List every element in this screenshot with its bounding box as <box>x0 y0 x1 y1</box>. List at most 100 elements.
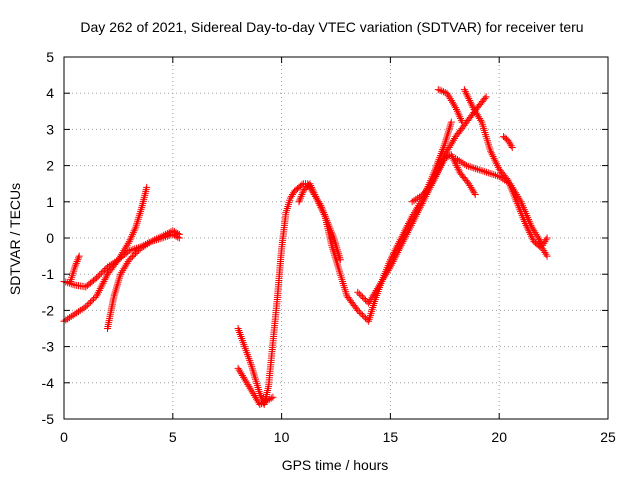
data-point-track-10 <box>455 111 463 119</box>
data-point-track-5 <box>257 391 265 399</box>
data-point-track-11 <box>543 252 551 260</box>
data-point-track-11 <box>466 98 474 106</box>
data-point-track-6 <box>235 366 243 374</box>
data-point-track-9 <box>465 180 473 188</box>
data-point-track-7 <box>307 182 315 190</box>
data-point-track-11 <box>473 111 481 119</box>
data-point-track-7 <box>317 203 325 211</box>
data-point-track-8 <box>406 223 414 231</box>
data-point-track-12 <box>453 156 461 164</box>
data-point-track-2 <box>129 230 137 238</box>
data-point-track-1 <box>129 245 137 253</box>
data-point-track-11 <box>488 151 496 159</box>
data-point-track-4 <box>143 240 151 248</box>
data-point-track-6 <box>248 388 256 396</box>
data-point-track-8 <box>391 254 399 262</box>
data-point-track-6 <box>267 394 275 402</box>
chart-title: Day 262 of 2021, Sidereal Day-to-day VTE… <box>80 19 583 35</box>
data-point-track-12 <box>468 163 476 171</box>
data-point-track-12 <box>531 229 539 237</box>
data-point-track-12 <box>541 238 549 246</box>
data-point-track-4 <box>119 267 127 275</box>
data-point-track-8 <box>408 220 416 228</box>
data-point-track-8 <box>381 272 389 280</box>
data-point-track-11 <box>486 147 494 155</box>
data-point-track-11 <box>470 105 478 113</box>
data-point-track-4 <box>117 270 125 278</box>
data-point-track-2 <box>130 227 138 235</box>
data-point-track-11 <box>527 232 535 240</box>
data-point-track-8 <box>372 286 380 294</box>
data-point-track-8 <box>445 144 453 151</box>
data-point-track-2 <box>102 274 110 282</box>
data-point-track-8 <box>405 227 413 235</box>
data-point-track-12 <box>466 163 474 171</box>
data-point-track-1 <box>100 266 108 274</box>
data-point-track-8 <box>399 238 407 246</box>
data-point-track-11 <box>463 91 471 99</box>
data-point-track-2 <box>99 279 107 287</box>
y-tick-label: -5 <box>42 411 55 427</box>
data-point-track-6 <box>269 393 277 401</box>
data-point-track-7 <box>297 192 305 200</box>
data-point-track-11 <box>469 104 477 112</box>
x-tick-label: 10 <box>274 429 290 445</box>
data-point-track-12 <box>501 176 509 184</box>
y-tick-label: 5 <box>46 49 54 65</box>
data-point-track-5 <box>447 118 455 126</box>
data-point-track-8 <box>401 234 409 242</box>
data-point-track-9 <box>453 163 461 171</box>
data-point-track-8 <box>357 291 365 299</box>
data-point-track-11 <box>465 95 473 103</box>
data-point-track-12 <box>464 162 472 170</box>
data-point-track-13 <box>508 144 516 151</box>
data-point-track-10 <box>452 104 460 112</box>
data-point-track-10 <box>456 113 464 121</box>
data-point-track-6 <box>238 372 246 380</box>
data-point-track-9 <box>468 185 476 193</box>
data-point-track-1 <box>65 279 73 287</box>
data-point-track-8 <box>404 229 412 237</box>
data-point-track-5 <box>362 314 370 322</box>
data-point-track-2 <box>122 243 130 251</box>
data-point-track-12 <box>497 174 505 182</box>
data-point-track-4 <box>120 265 128 273</box>
data-point-track-2 <box>96 285 104 293</box>
data-point-track-2 <box>98 281 106 289</box>
data-point-track-9 <box>453 162 461 170</box>
data-point-track-12 <box>461 160 469 168</box>
data-point-track-8 <box>414 209 422 217</box>
data-point-track-1 <box>91 275 99 283</box>
data-point-track-1 <box>104 263 112 271</box>
data-point-track-11 <box>475 113 483 121</box>
data-point-track-3 <box>74 256 82 264</box>
data-point-track-7 <box>296 194 304 202</box>
data-point-track-3 <box>75 252 83 260</box>
data-point-track-4 <box>122 261 130 269</box>
data-point-track-2 <box>129 229 137 237</box>
data-point-track-11 <box>492 158 500 166</box>
data-point-track-8 <box>368 294 376 302</box>
data-point-track-11 <box>466 96 474 104</box>
data-point-track-12 <box>530 227 538 235</box>
data-point-track-12 <box>493 172 501 180</box>
data-point-track-10 <box>447 96 455 104</box>
data-point-track-8 <box>365 299 373 307</box>
data-point-track-6 <box>256 401 264 409</box>
data-point-track-12 <box>514 192 522 200</box>
data-point-track-2 <box>83 301 91 309</box>
data-point-track-12 <box>502 177 510 185</box>
data-point-track-8 <box>415 205 423 213</box>
data-point-track-2 <box>73 309 81 317</box>
data-point-track-8 <box>373 285 381 293</box>
data-point-track-1 <box>127 246 135 254</box>
data-point-track-2 <box>85 300 93 308</box>
data-point-track-11 <box>464 93 472 101</box>
data-point-track-8 <box>450 136 458 144</box>
data-point-track-2 <box>123 241 131 249</box>
data-point-track-9 <box>467 183 475 191</box>
data-point-track-2 <box>95 286 103 294</box>
x-tick-label: 25 <box>600 429 616 445</box>
data-point-track-9 <box>435 165 443 173</box>
data-point-track-3 <box>72 261 80 269</box>
